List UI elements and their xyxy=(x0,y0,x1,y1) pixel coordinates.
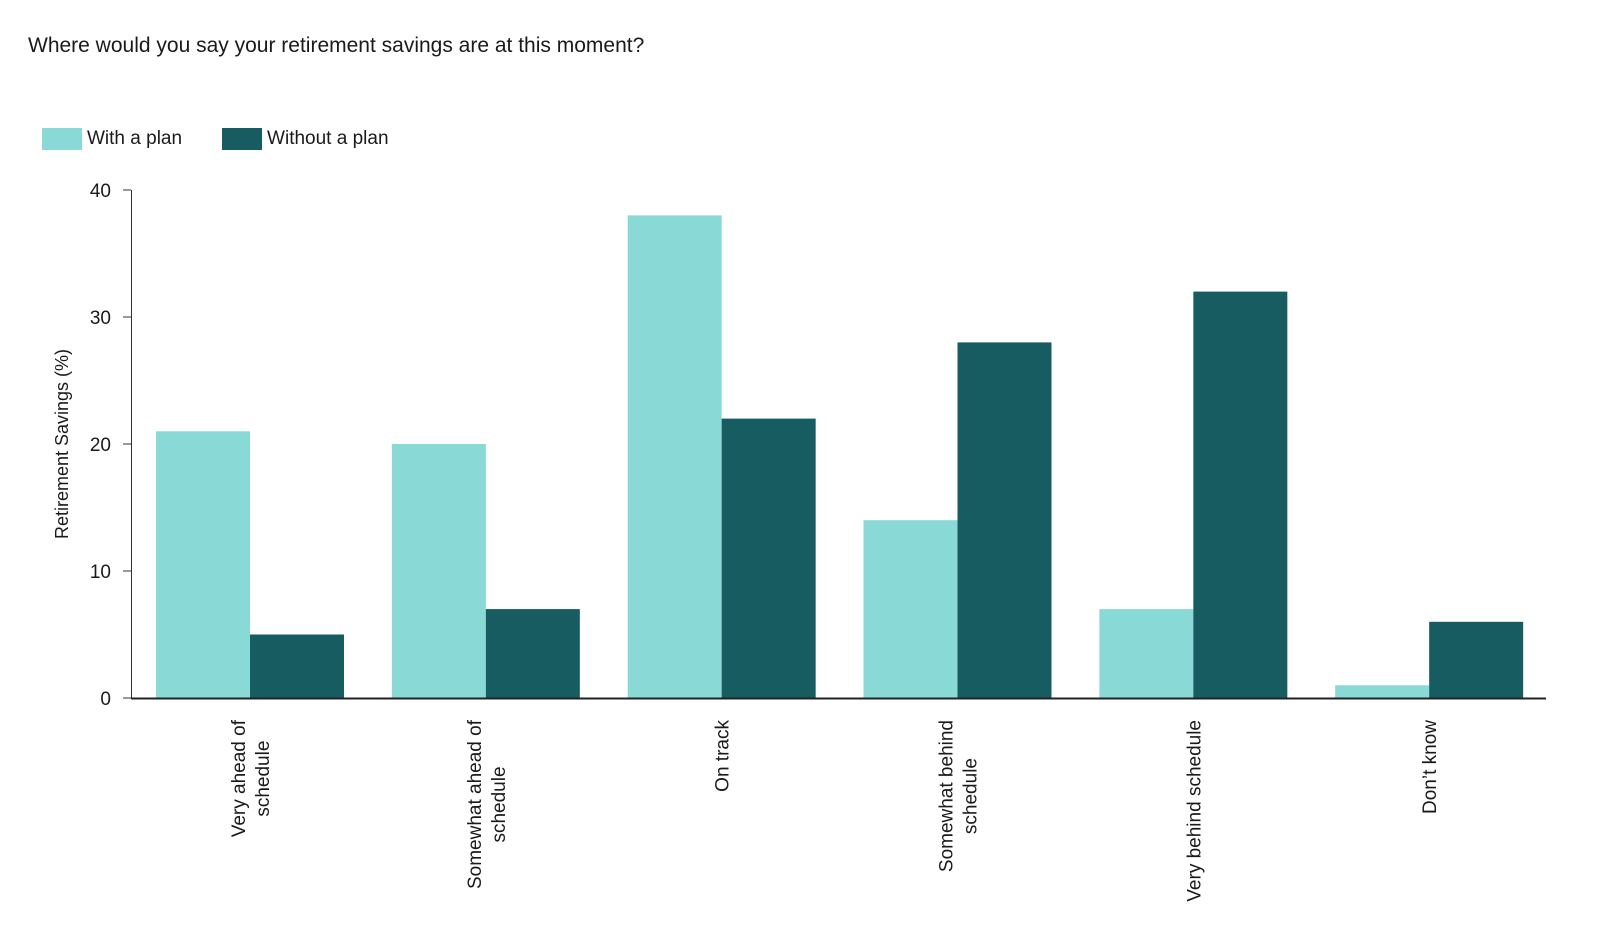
x-category-label: Somewhat behind schedule xyxy=(937,720,982,872)
bar-without-plan xyxy=(250,634,344,698)
y-tick-label: 30 xyxy=(90,308,111,329)
chart-title: Where would you say your retirement savi… xyxy=(28,34,645,57)
x-category-label-line: schedule xyxy=(489,766,510,842)
bar-without-plan xyxy=(485,609,580,698)
legend-item-with-plan: With a plan xyxy=(42,128,182,150)
y-tick-label: 20 xyxy=(90,435,111,456)
x-category-label: Very ahead of schedule xyxy=(229,719,274,837)
legend-swatch-with-plan xyxy=(42,128,82,150)
x-category-label: Somewhat ahead of schedule xyxy=(465,719,510,889)
bar-with-plan xyxy=(627,215,722,698)
bar-with-plan xyxy=(156,431,250,698)
y-tick-label: 40 xyxy=(90,181,111,202)
bar-with-plan xyxy=(863,520,958,698)
bar-with-plan xyxy=(391,444,486,698)
legend-label-with-plan: With a plan xyxy=(87,128,183,149)
bar-without-plan xyxy=(1193,291,1288,698)
bar-without-plan xyxy=(721,418,816,698)
y-axis-title: Retirement Savings (%) xyxy=(52,349,72,539)
x-category-label-line: Somewhat ahead of xyxy=(465,719,486,889)
x-category-label-line: Very ahead of xyxy=(229,719,250,837)
bar-with-plan xyxy=(1335,685,1430,698)
x-category-label-line: schedule xyxy=(961,758,982,834)
x-category-label-line: schedule xyxy=(253,741,274,817)
x-category-label: On track xyxy=(713,720,734,792)
x-category-label: Very behind schedule xyxy=(1184,720,1205,902)
legend-swatch-without-plan xyxy=(222,128,263,150)
y-tick-label: 10 xyxy=(90,562,111,583)
x-category-label-line: On track xyxy=(713,720,734,792)
x-category-label: Don’t know xyxy=(1420,720,1441,814)
bar-without-plan xyxy=(957,342,1052,698)
y-tick-label: 0 xyxy=(100,689,111,710)
legend-label-without-plan: Without a plan xyxy=(267,128,389,149)
bar-with-plan xyxy=(1099,609,1194,698)
legend-item-without-plan: Without a plan xyxy=(222,128,389,150)
bar-without-plan xyxy=(1429,621,1524,698)
x-category-label-line: Somewhat behind xyxy=(937,720,958,872)
legend: With a plan Without a plan xyxy=(42,128,429,150)
x-category-label-line: Don’t know xyxy=(1420,720,1441,814)
x-category-label-line: Very behind schedule xyxy=(1184,720,1205,902)
